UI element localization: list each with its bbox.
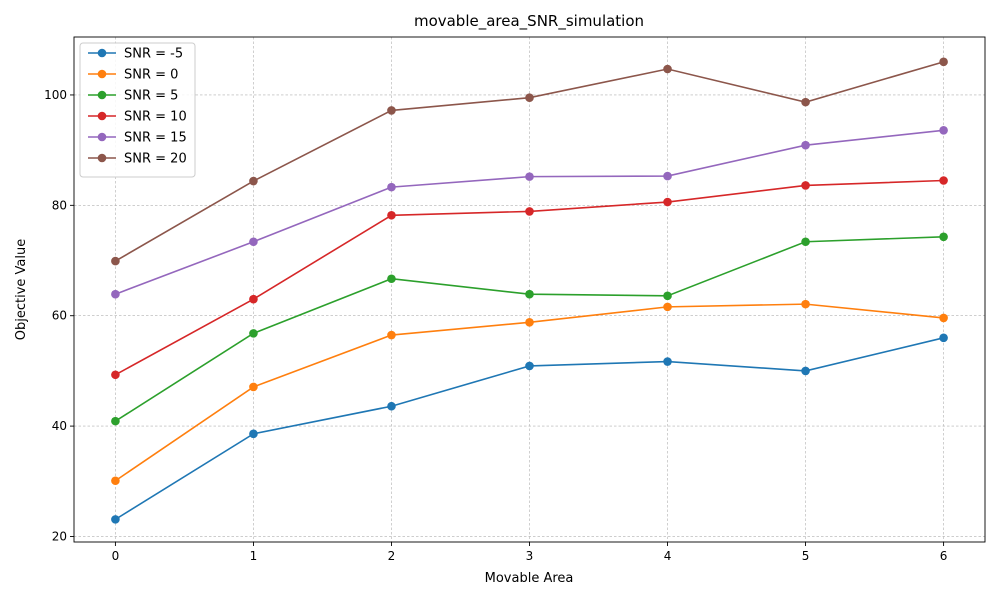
- y-tick-label: 100: [44, 88, 67, 102]
- data-point: [111, 416, 120, 426]
- data-point: [663, 171, 672, 181]
- legend-label: SNR = -5: [124, 47, 183, 62]
- data-point: [663, 357, 672, 366]
- series-0: [111, 333, 948, 524]
- legend-item: SNR = 5: [88, 89, 178, 104]
- data-point: [525, 289, 534, 299]
- legend-label: SNR = 5: [124, 89, 178, 104]
- legend-item: SNR = 0: [88, 68, 178, 83]
- y-tick-label: 40: [52, 419, 67, 433]
- legend-item: SNR = -5: [88, 47, 183, 62]
- data-point: [801, 140, 810, 150]
- y-axis-label: Objective Value: [14, 239, 29, 340]
- legend-marker: [97, 132, 107, 142]
- data-point: [249, 294, 258, 304]
- legend-frame: [79, 42, 196, 178]
- series-5: [111, 57, 948, 266]
- data-point: [939, 57, 948, 67]
- grid: [74, 37, 985, 542]
- data-point: [249, 237, 258, 247]
- chart-title: movable_area_SNR_simulation: [414, 12, 644, 31]
- data-point: [801, 97, 810, 107]
- ticks: 0 1 2 3 4 5 6 20 40 60 80 100: [44, 88, 947, 563]
- legend-label: SNR = 15: [124, 131, 187, 146]
- data-point: [663, 197, 672, 207]
- data-point: [387, 182, 396, 192]
- y-tick-label: 20: [52, 529, 67, 543]
- series-3: [111, 176, 948, 380]
- data-point: [525, 93, 534, 103]
- x-tick-label: 6: [940, 549, 948, 563]
- legend-marker: [97, 90, 107, 100]
- data-point: [525, 318, 534, 327]
- y-tick-label: 80: [52, 198, 67, 212]
- legend-marker: [97, 153, 107, 163]
- data-point: [525, 361, 534, 371]
- data-point: [525, 207, 534, 216]
- data-point: [111, 515, 120, 524]
- y-tick-label: 60: [52, 309, 67, 323]
- data-point: [111, 476, 120, 486]
- data-point: [939, 125, 948, 135]
- legend-label: SNR = 20: [124, 152, 187, 167]
- data-point: [111, 256, 120, 266]
- data-point: [525, 172, 534, 181]
- data-point: [939, 176, 948, 185]
- legend-marker: [97, 111, 107, 121]
- data-point: [801, 181, 810, 190]
- data-point: [801, 299, 810, 309]
- data-point: [111, 289, 120, 299]
- series-4: [111, 125, 948, 299]
- x-tick-label: 0: [112, 549, 120, 563]
- legend-marker: [97, 48, 107, 58]
- data-point: [387, 106, 396, 115]
- data-point: [249, 429, 258, 439]
- series-2: [111, 232, 948, 426]
- series-1: [111, 299, 948, 486]
- data-point: [387, 401, 396, 411]
- legend-marker: [97, 69, 107, 79]
- legend-item: SNR = 10: [88, 110, 187, 125]
- data-point: [387, 274, 396, 284]
- data-point: [111, 370, 120, 380]
- x-tick-label: 2: [388, 549, 396, 563]
- data-point: [387, 210, 396, 220]
- data-point: [663, 291, 672, 301]
- x-tick-label: 4: [664, 549, 672, 563]
- data-point: [939, 333, 948, 343]
- x-axis-label: Movable Area: [485, 571, 574, 586]
- data-point: [939, 313, 948, 323]
- data-point: [663, 302, 672, 312]
- data-point: [249, 382, 258, 392]
- legend: SNR = -5 SNR = 0 SNR = 5 SNR = 10 SNR = 15 SN…: [79, 42, 196, 178]
- legend-item: SNR = 15: [88, 131, 187, 146]
- x-tick-label: 5: [802, 549, 810, 563]
- data-point: [801, 366, 810, 376]
- x-tick-label: 1: [250, 549, 258, 563]
- x-tick-label: 3: [526, 549, 534, 563]
- legend-label: SNR = 0: [124, 68, 178, 83]
- data-point: [939, 232, 948, 242]
- data-point: [387, 330, 396, 340]
- data-point: [249, 329, 258, 338]
- data-point: [801, 237, 810, 247]
- legend-label: SNR = 10: [124, 110, 187, 125]
- data-point: [663, 64, 672, 74]
- series-layer: [111, 57, 948, 524]
- legend-item: SNR = 20: [88, 152, 187, 167]
- data-point: [249, 176, 258, 186]
